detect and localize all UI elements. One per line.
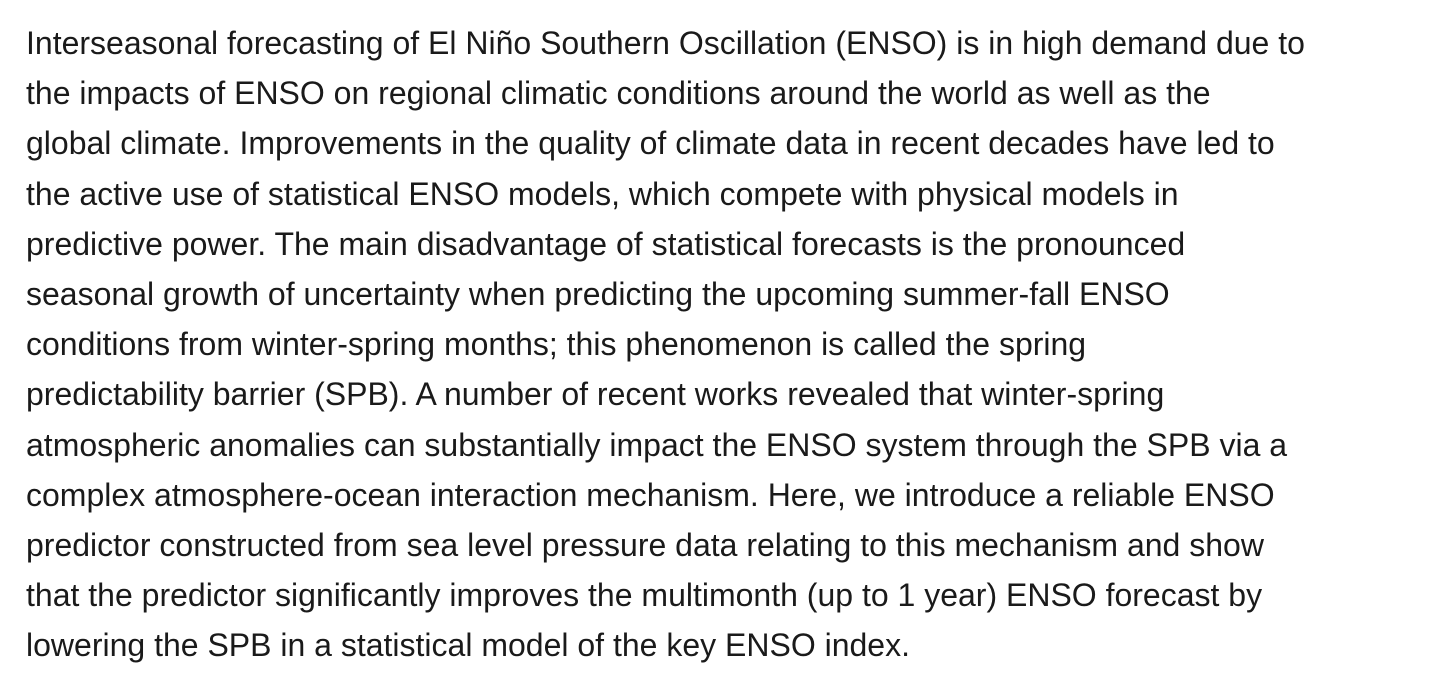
text-line: Interseasonal forecasting of El Niño Sou… (26, 25, 1305, 61)
text-line: global climate. Improvements in the qual… (26, 125, 1275, 162)
text-line: the active use of statistical ENSO model… (26, 175, 1179, 212)
text-line: predictor constructed from sea level pre… (26, 527, 1264, 564)
text-line: seasonal growth of uncertainty when pred… (26, 276, 1170, 313)
text-line: atmospheric anomalies can substantially … (26, 426, 1288, 463)
text-line: predictability barrier (SPB). A number o… (26, 376, 1165, 413)
text-line: conditions from winter-spring months; th… (26, 326, 1087, 363)
abstract-paragraph: Interseasonal forecasting of El Niño Sou… (26, 18, 1426, 671)
text-line: lowering the SPB in a statistical model … (26, 627, 910, 664)
text-line: complex atmosphere-ocean interaction mec… (26, 476, 1275, 513)
text-line: the impacts of ENSO on regional climatic… (26, 75, 1211, 112)
text-line: predictive power. The main disadvantage … (26, 225, 1186, 262)
text-line: that the predictor significantly improve… (26, 577, 1263, 614)
